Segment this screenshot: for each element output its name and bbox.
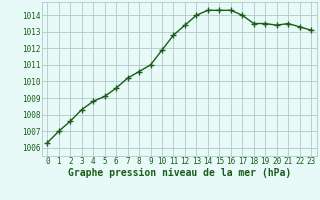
X-axis label: Graphe pression niveau de la mer (hPa): Graphe pression niveau de la mer (hPa)	[68, 168, 291, 178]
